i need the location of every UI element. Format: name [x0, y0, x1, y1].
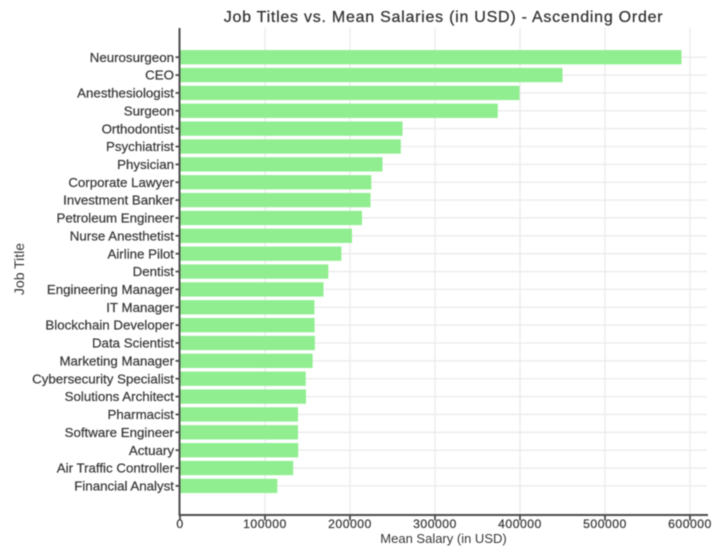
- svg-text:Dentist: Dentist: [133, 264, 175, 279]
- svg-text:Mean Salary (in USD): Mean Salary (in USD): [380, 531, 506, 546]
- svg-text:Psychiatrist: Psychiatrist: [106, 139, 174, 154]
- svg-text:Actuary: Actuary: [129, 443, 174, 458]
- svg-text:Cybersecurity Specialist: Cybersecurity Specialist: [32, 371, 174, 386]
- svg-text:Corporate Lawyer: Corporate Lawyer: [68, 175, 174, 190]
- svg-text:100000: 100000: [243, 517, 287, 531]
- svg-text:Engineering Manager: Engineering Manager: [47, 282, 175, 297]
- svg-text:Data Scientist: Data Scientist: [92, 336, 174, 351]
- svg-text:IT Manager: IT Manager: [106, 300, 174, 315]
- svg-text:Financial Analyst: Financial Analyst: [74, 479, 174, 494]
- svg-text:Job Titles vs. Mean Salaries (: Job Titles vs. Mean Salaries (in USD) - …: [224, 9, 664, 26]
- svg-text:Blockchain Developer: Blockchain Developer: [45, 318, 174, 333]
- svg-text:Solutions Architect: Solutions Architect: [65, 389, 175, 404]
- svg-text:Software Engineer: Software Engineer: [65, 425, 175, 440]
- svg-text:400000: 400000: [498, 517, 542, 531]
- svg-text:0: 0: [176, 517, 183, 531]
- svg-text:Anesthesiologist: Anesthesiologist: [77, 86, 174, 101]
- svg-text:CEO: CEO: [145, 68, 174, 83]
- svg-text:Pharmacist: Pharmacist: [107, 407, 174, 422]
- svg-text:600000: 600000: [668, 517, 712, 531]
- svg-text:200000: 200000: [328, 517, 372, 531]
- svg-text:Physician: Physician: [117, 157, 174, 172]
- svg-text:Job Title: Job Title: [11, 243, 27, 295]
- svg-text:Neurosurgeon: Neurosurgeon: [90, 50, 174, 65]
- svg-text:Petroleum Engineer: Petroleum Engineer: [56, 211, 174, 226]
- svg-text:Air Traffic Controller: Air Traffic Controller: [57, 461, 175, 476]
- svg-text:Surgeon: Surgeon: [124, 103, 174, 118]
- svg-text:Airline Pilot: Airline Pilot: [107, 246, 174, 261]
- svg-text:Marketing Manager: Marketing Manager: [59, 353, 174, 368]
- svg-text:Nurse Anesthetist: Nurse Anesthetist: [70, 228, 175, 243]
- svg-text:Investment Banker: Investment Banker: [63, 193, 174, 208]
- svg-text:500000: 500000: [583, 517, 627, 531]
- svg-text:Orthodontist: Orthodontist: [102, 121, 175, 136]
- svg-text:300000: 300000: [413, 517, 457, 531]
